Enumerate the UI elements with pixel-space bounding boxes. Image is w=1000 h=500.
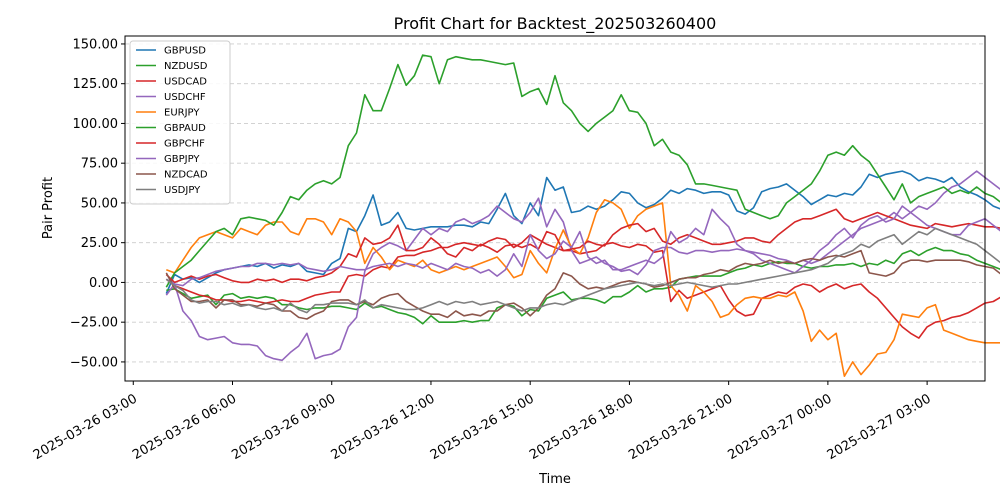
series-line-usdcad	[165, 233, 1000, 339]
legend-label-gbpchf: GBPCHF	[164, 139, 205, 150]
legend-label-usdjpy: USDJPY	[164, 185, 201, 196]
y-tick-label: 100.00	[73, 117, 119, 132]
legend: GBPUSD NZDUSD USDCAD USDCHF EURJPY GBPAUD GBPC…	[129, 40, 231, 205]
y-tick-label: 50.00	[81, 196, 118, 211]
legend-label-gbpaud: GBPAUD	[164, 123, 206, 134]
chart-title: Profit Chart for Backtest_202503260400	[394, 14, 717, 34]
legend-label-nzdcad: NZDCAD	[164, 170, 208, 181]
legend-label-nzdusd: NZDUSD	[164, 61, 208, 72]
series-line-usdjpy	[165, 227, 1000, 314]
plot-frame	[124, 35, 986, 382]
legend-label-gbpjpy: GBPJPY	[164, 154, 200, 165]
series-line-gbpchf	[165, 208, 1000, 284]
y-tick-label: −25.00	[70, 316, 118, 331]
y-tick-label: 25.00	[81, 236, 118, 251]
y-tick-label: 125.00	[73, 77, 119, 92]
series-line-nzdcad	[165, 249, 1000, 320]
y-tick-label: −50.00	[70, 355, 118, 370]
y-axis-ticks: 150.00 125.00 100.00 75.00 50.00 25.00 0.00 −25…	[70, 37, 125, 370]
series-line-gbpaud	[165, 54, 1000, 288]
legend-label-gbpusd: GBPUSD	[164, 46, 206, 57]
series-line-gbpjpy	[165, 205, 1000, 287]
series-line-nzdusd	[166, 246, 1000, 325]
legend-label-usdchf: USDCHF	[164, 92, 206, 103]
y-tick-label: 75.00	[81, 157, 118, 172]
series-line-eurjpy	[166, 199, 1000, 378]
series-line-gbpusd	[165, 170, 1000, 294]
x-axis-title: Time	[538, 472, 571, 487]
legend-label-eurjpy: EURJPY	[164, 108, 200, 119]
y-axis-title: Pair Profit	[41, 177, 56, 239]
legend-label-usdcad: USDCAD	[164, 77, 207, 88]
y-gridlines	[125, 43, 985, 363]
y-tick-label: 0.00	[89, 276, 118, 291]
series-lines	[165, 54, 1000, 378]
series-line-usdchf	[165, 170, 1000, 362]
y-tick-label: 150.00	[73, 37, 119, 52]
